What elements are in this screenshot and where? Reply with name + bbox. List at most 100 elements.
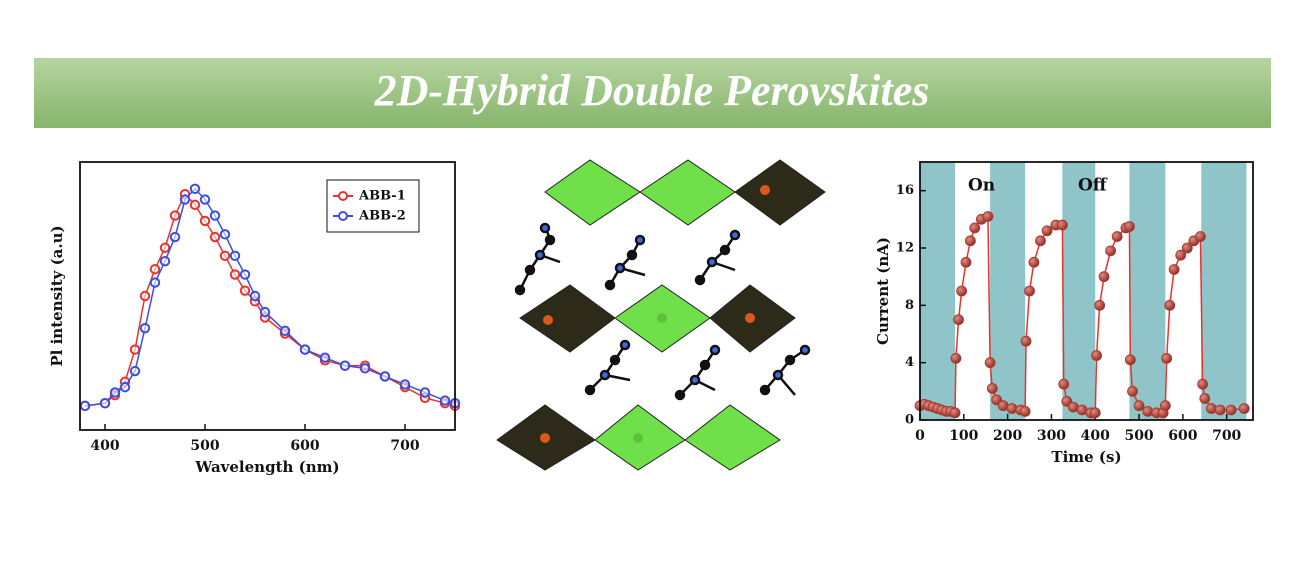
data-point xyxy=(1159,400,1171,412)
data-point xyxy=(149,277,161,288)
data-point xyxy=(960,256,972,268)
x-tick-label: 100 xyxy=(949,428,978,444)
data-point xyxy=(159,242,171,253)
data-point xyxy=(1057,219,1068,231)
data-point xyxy=(1161,352,1173,364)
data-point xyxy=(419,387,431,398)
data-point xyxy=(249,290,261,302)
data-point xyxy=(149,264,161,275)
data-point xyxy=(159,255,171,267)
data-point xyxy=(1124,221,1135,232)
data-point xyxy=(259,306,271,318)
data-point xyxy=(1164,299,1176,311)
x-tick-label: 400 xyxy=(1081,428,1110,444)
y-tick-label: 16 xyxy=(896,183,914,198)
plot-frame xyxy=(919,161,1254,421)
x-tick-label: 0 xyxy=(915,428,925,444)
annotation: On xyxy=(968,176,995,196)
data-point xyxy=(949,407,961,419)
data-point xyxy=(399,379,411,390)
data-point xyxy=(1105,245,1116,257)
shaded-region xyxy=(1201,162,1247,420)
data-point xyxy=(1175,249,1187,261)
data-point xyxy=(1142,405,1154,417)
y-tick-label: 12 xyxy=(896,241,914,256)
data-point xyxy=(1058,378,1070,390)
data-point xyxy=(239,269,251,280)
annotation: Off xyxy=(1078,176,1108,196)
crystal-structure xyxy=(496,159,826,471)
data-point xyxy=(279,325,291,337)
data-point xyxy=(109,387,121,398)
shaded-region xyxy=(1062,162,1096,420)
data-point xyxy=(189,199,201,211)
data-point xyxy=(1020,335,1032,347)
data-point xyxy=(964,235,976,247)
data-point xyxy=(299,344,311,355)
data-point xyxy=(1041,225,1053,237)
x-tick-label: 300 xyxy=(1037,428,1066,444)
y-tick-label: 4 xyxy=(905,355,914,370)
legend-label: ABB-2 xyxy=(358,209,406,224)
data-point xyxy=(1006,403,1018,414)
legend-label: ABB-1 xyxy=(358,189,406,204)
data-point xyxy=(379,371,391,382)
x-axis-label: Wavelength (nm) xyxy=(194,458,339,476)
data-point xyxy=(1091,350,1102,361)
data-point xyxy=(1111,231,1123,242)
series-line xyxy=(919,215,1245,414)
data-point xyxy=(986,383,998,394)
x-tick-label: 700 xyxy=(390,438,419,454)
data-point xyxy=(1205,403,1217,414)
data-point xyxy=(953,314,964,326)
data-point xyxy=(119,381,131,393)
data-point xyxy=(129,365,141,377)
data-point xyxy=(1098,271,1110,283)
data-point xyxy=(239,285,251,296)
data-point xyxy=(1197,378,1209,390)
data-point xyxy=(339,360,351,371)
data-point xyxy=(219,250,231,262)
x-tick-label: 700 xyxy=(1212,428,1241,444)
data-point xyxy=(1019,405,1031,417)
data-point xyxy=(99,398,111,409)
data-point xyxy=(209,231,221,243)
y-tick-label: 0 xyxy=(905,413,914,428)
data-point xyxy=(1028,256,1040,268)
data-point xyxy=(1168,264,1180,275)
data-point xyxy=(199,215,211,227)
data-point xyxy=(1124,354,1136,366)
data-point xyxy=(982,211,994,222)
data-point xyxy=(169,210,181,221)
banner-title: 2D-Hybrid Double Perovskites xyxy=(374,66,930,115)
legend-marker xyxy=(338,211,348,221)
data-point xyxy=(359,363,371,374)
y-tick-label: 8 xyxy=(905,298,914,313)
data-point xyxy=(229,250,241,262)
data-point xyxy=(179,194,191,205)
x-axis-label: Time (s) xyxy=(1051,448,1121,466)
data-point xyxy=(1127,385,1138,397)
shaded-region xyxy=(920,162,956,420)
data-point xyxy=(1133,400,1145,412)
x-tick-label: 500 xyxy=(190,438,219,454)
data-point xyxy=(129,344,141,355)
x-tick-label: 400 xyxy=(90,438,119,454)
data-point xyxy=(1238,403,1250,414)
shaded-region xyxy=(990,162,1026,420)
data-point xyxy=(969,222,981,234)
data-point xyxy=(229,269,241,280)
plot-frame xyxy=(79,161,456,431)
series-line xyxy=(84,192,456,407)
legend-box xyxy=(326,179,420,233)
data-point xyxy=(1214,404,1226,416)
data-point xyxy=(1195,231,1206,242)
legend-marker xyxy=(338,191,348,201)
data-point xyxy=(189,183,201,195)
x-tick-label: 600 xyxy=(1168,428,1197,444)
x-tick-label: 200 xyxy=(993,428,1022,444)
data-point xyxy=(79,400,91,412)
data-point xyxy=(956,285,968,297)
